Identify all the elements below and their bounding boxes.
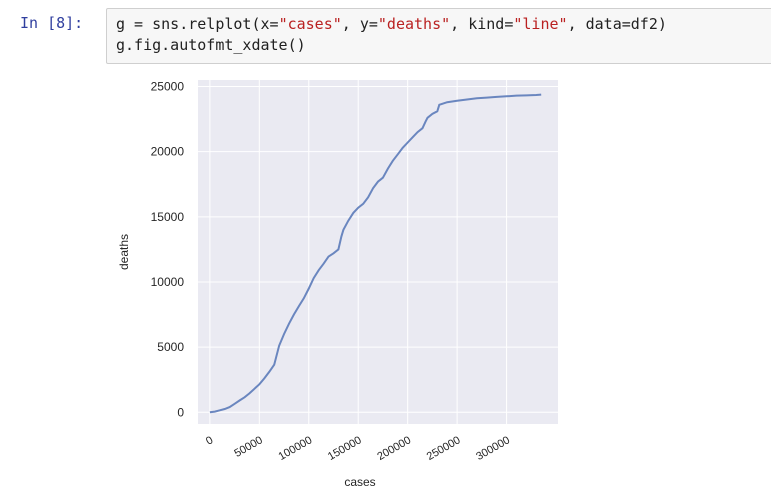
series-line xyxy=(209,93,542,414)
y-tick-label: 10000 xyxy=(151,275,185,289)
plot-background xyxy=(198,80,558,424)
y-tick-labels: 0 5000 10000 15000 20000 25000 xyxy=(151,80,185,420)
y-tick-label: 25000 xyxy=(151,80,185,94)
code-token: , data=df2) xyxy=(567,15,667,33)
input-prompt: In [8]: xyxy=(20,14,84,32)
x-tick-label: 150000 xyxy=(326,434,364,463)
code-string-token: "cases" xyxy=(278,15,342,33)
code-token: g = sns.relplot(x= xyxy=(116,15,279,33)
y-axis-label: deaths xyxy=(117,234,131,270)
x-axis-label: cases xyxy=(344,475,375,489)
grid-lines xyxy=(198,80,558,424)
code-line-2: g.fig.autofmt_xdate() xyxy=(116,36,306,54)
line-chart: 0 5000 10000 15000 20000 25000 0 50000 100000 15… xyxy=(117,80,558,489)
x-tick-label: 50000 xyxy=(232,434,264,460)
y-tick-label: 0 xyxy=(177,405,184,419)
code-input-area[interactable]: g = sns.relplot(x="cases", y="deaths", k… xyxy=(106,8,771,64)
y-tick-label: 15000 xyxy=(151,210,185,224)
code-line-1: g = sns.relplot(x="cases", y="deaths", k… xyxy=(116,15,667,33)
x-tick-label: 100000 xyxy=(276,434,314,463)
x-tick-label: 200000 xyxy=(375,434,413,463)
x-tick-label: 300000 xyxy=(474,434,512,463)
code-token: , kind= xyxy=(450,15,514,33)
code-string-token: "deaths" xyxy=(377,15,451,33)
cell-output: 0 5000 10000 15000 20000 25000 0 50000 100000 15… xyxy=(106,70,666,500)
code-string-token: "line" xyxy=(513,15,568,33)
x-tick-labels: 0 50000 100000 150000 200000 250000 300000 xyxy=(204,434,512,463)
y-tick-label: 20000 xyxy=(151,145,185,159)
y-tick-label: 5000 xyxy=(157,340,184,354)
code-token: , y= xyxy=(341,15,378,33)
x-tick-label: 250000 xyxy=(425,434,463,463)
x-tick-label: 0 xyxy=(204,434,215,447)
